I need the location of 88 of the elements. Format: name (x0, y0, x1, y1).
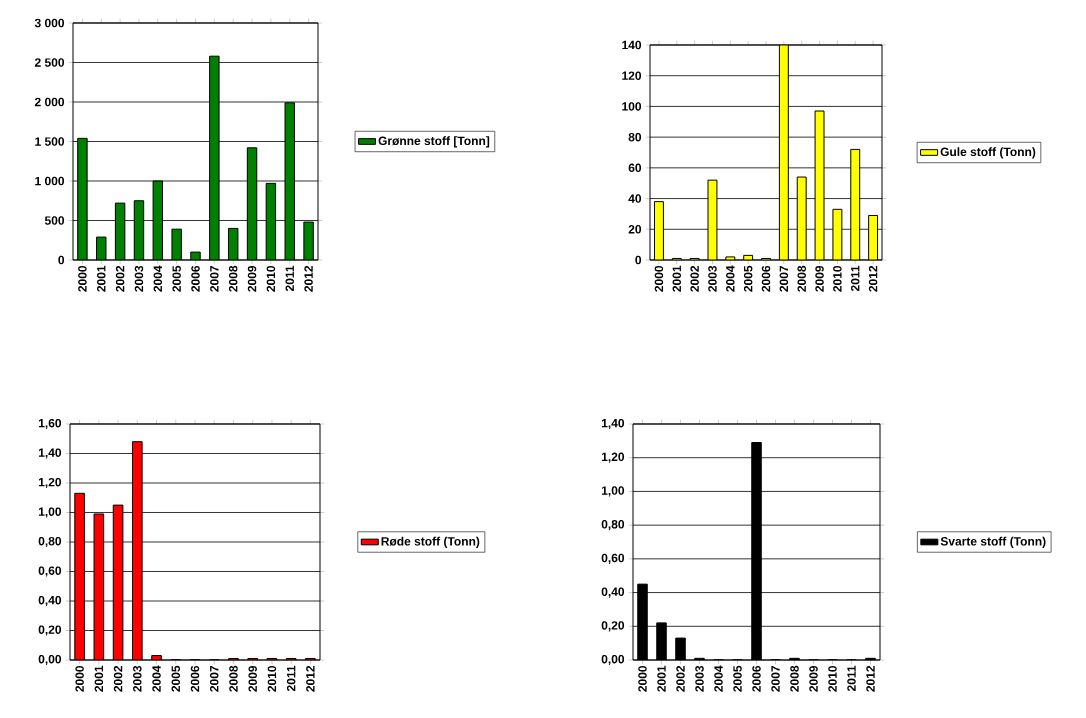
x-tick-label: 2010 (266, 265, 276, 292)
x-tick-label: 2003 (133, 665, 142, 692)
y-tick-label: 0,00 (601, 654, 625, 666)
x-tick-label: 2010 (833, 265, 842, 292)
x-tick-label: 2000 (638, 665, 647, 692)
legend-label: Grønne stoff [Tonn] (378, 136, 490, 148)
legend-label: Røde stoff (Tonn) (381, 536, 480, 548)
y-tick-label: 0,80 (601, 520, 625, 531)
x-tick-label: 2008 (228, 265, 238, 292)
y-tick-label: 0,40 (38, 595, 62, 607)
x-tick-label: 2002 (115, 265, 125, 292)
x-tick-label: 2008 (790, 665, 799, 692)
x-tick-label: 2007 (210, 265, 219, 292)
y-tick-label: 2 500 (34, 58, 65, 67)
x-tick-label: 2006 (190, 665, 200, 692)
x-tick-label: 2008 (229, 665, 238, 692)
x-tick-label: 2009 (809, 665, 818, 692)
x-tick-label: 2000 (78, 265, 87, 292)
y-tick-label: 140 (622, 40, 642, 50)
x-tick-label: 2011 (285, 265, 294, 292)
y-tick-label: 1,20 (601, 452, 625, 463)
x-tick-label: 2011 (847, 665, 856, 692)
x-tick-label: 2012 (868, 265, 878, 292)
x-tick-label: 2006 (761, 265, 771, 292)
y-tick-label: 1,00 (38, 507, 62, 518)
x-tick-label: 2002 (113, 665, 123, 692)
legend-label: Gule stoff (Tonn) (940, 147, 1036, 159)
y-tick-label: 0,20 (601, 621, 625, 632)
x-tick-label: 2004 (152, 665, 161, 692)
x-tick-label: 2008 (797, 265, 806, 292)
x-tick-label: 2003 (134, 265, 144, 292)
x-tick-label: 2001 (657, 665, 666, 692)
y-tick-label: 0,20 (38, 625, 62, 636)
y-tick-label: 0,60 (601, 553, 625, 564)
y-tick-label: 1,00 (601, 486, 625, 497)
x-tick-label: 2001 (672, 265, 682, 292)
x-tick-label: 2012 (866, 665, 875, 692)
x-tick-label: 2010 (267, 665, 277, 692)
x-tick-label: 2006 (752, 665, 761, 692)
x-tick-label: 2007 (771, 665, 780, 692)
x-tick-label: 2007 (779, 265, 789, 292)
y-tick-label: 0,40 (601, 587, 625, 598)
y-tick-label: 1,60 (38, 418, 62, 430)
y-tick-label: 120 (622, 71, 642, 80)
y-tick-label: 1 500 (35, 137, 65, 146)
legend-label: Svarte stoff (Tonn) (940, 536, 1046, 548)
x-tick-label: 2005 (172, 265, 181, 292)
x-tick-label: 2009 (248, 665, 257, 692)
y-tick-label: 500 (44, 216, 65, 225)
y-tick-label: 1 000 (35, 176, 65, 186)
y-tick-label: 40 (628, 194, 642, 203)
y-tick-label: 2 000 (34, 97, 65, 107)
x-tick-label: 2004 (153, 265, 163, 292)
x-tick-label: 2002 (690, 265, 699, 292)
x-tick-label: 2009 (815, 265, 824, 292)
x-tick-label: 2003 (708, 265, 717, 292)
y-tick-label: 0 (635, 255, 642, 265)
x-tick-label: 2010 (828, 665, 837, 692)
x-tick-label: 2011 (286, 665, 296, 692)
x-tick-label: 2006 (191, 265, 200, 292)
x-tick-label: 2001 (97, 265, 106, 292)
x-tick-label: 2000 (654, 265, 664, 292)
y-tick-label: 3 000 (34, 18, 65, 28)
x-tick-label: 2005 (733, 665, 742, 692)
y-tick-label: 0 (58, 255, 65, 265)
y-tick-label: 0,60 (38, 566, 62, 577)
y-tick-label: 100 (622, 102, 642, 111)
x-tick-label: 2003 (695, 665, 704, 692)
x-tick-label: 2012 (306, 665, 315, 692)
y-tick-label: 1,20 (38, 477, 62, 489)
x-tick-label: 2005 (171, 665, 181, 692)
x-tick-label: 2005 (743, 265, 753, 292)
y-tick-label: 60 (628, 163, 642, 173)
x-tick-label: 2004 (714, 665, 723, 692)
x-tick-label: 2004 (726, 265, 735, 292)
y-tick-label: 0,80 (38, 536, 62, 548)
y-tick-label: 1,40 (601, 418, 625, 430)
y-tick-label: 20 (628, 225, 642, 234)
x-tick-label: 2007 (209, 665, 219, 692)
x-tick-label: 2009 (247, 265, 257, 292)
x-tick-label: 2011 (851, 265, 860, 292)
y-tick-label: 0,00 (38, 654, 62, 666)
y-tick-label: 80 (628, 132, 642, 142)
x-tick-label: 2012 (304, 265, 313, 292)
x-tick-label: 2001 (94, 665, 104, 692)
y-tick-label: 1,40 (38, 448, 62, 459)
x-tick-label: 2002 (676, 665, 685, 692)
x-tick-label: 2000 (75, 665, 84, 692)
